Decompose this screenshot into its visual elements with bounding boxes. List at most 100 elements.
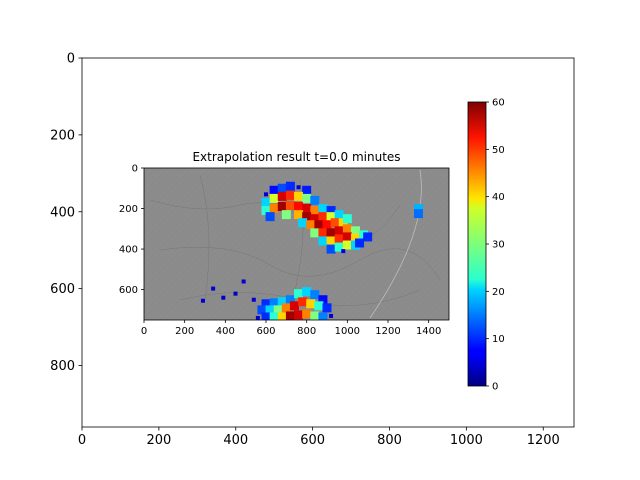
heatmap-cell — [318, 236, 328, 246]
heatmap-cell — [306, 299, 316, 309]
inner-y-tick-label: 600 — [119, 285, 138, 296]
heatmap-cell — [294, 310, 304, 320]
heatmap-cell — [342, 214, 352, 224]
heatmap-cell — [302, 185, 312, 195]
inner-x-tick-label: 1400 — [416, 326, 441, 337]
heatmap-cell — [314, 301, 324, 311]
outer-x-tick-label: 1200 — [527, 433, 560, 448]
heatmap-cell — [302, 287, 312, 297]
heatmap-cell — [257, 305, 267, 315]
inner-y-tick-label: 200 — [119, 204, 138, 215]
heatmap-cell — [289, 301, 299, 311]
heatmap-cell — [310, 228, 320, 238]
heatmap-cell — [211, 286, 216, 291]
colorbar-tick-label: 30 — [492, 240, 505, 251]
heatmap-cell — [318, 312, 328, 320]
heatmap-cell — [330, 218, 340, 228]
heatmap-cell — [334, 234, 344, 244]
inner-x-tick-label: 1200 — [375, 326, 400, 337]
inner-x-tick-label: 0 — [141, 326, 147, 337]
colorbar-tick-label: 60 — [492, 98, 505, 109]
heatmap-cell — [414, 209, 423, 219]
heatmap-cell — [318, 212, 328, 222]
heatmap-cell — [326, 244, 336, 254]
inner-x-ticks: 0 200 400 600 800 1000 1200 1400 — [141, 320, 441, 337]
outer-y-tick-label: 200 — [50, 128, 75, 143]
heatmap-cell — [269, 298, 279, 308]
colorbar-tick-label: 10 — [492, 334, 505, 345]
outer-x-tick-label: 400 — [223, 433, 248, 448]
heatmap-cell — [326, 212, 336, 222]
heatmap-cell — [322, 220, 332, 230]
heatmap-cell — [334, 210, 344, 220]
heatmap-cell — [294, 289, 304, 299]
heatmap-cell — [310, 206, 320, 216]
heatmap-cell — [326, 236, 336, 246]
heatmap-cell — [269, 185, 279, 195]
heatmap-cell — [285, 295, 295, 305]
heatmap-cell — [302, 309, 312, 319]
outer-x-ticks: 0 200 400 600 800 1000 1200 — [78, 427, 560, 448]
heatmap-cell — [277, 312, 287, 320]
heatmap-cells — [200, 181, 423, 320]
heatmap-cell — [302, 204, 312, 214]
outer-y-tick-label: 400 — [50, 205, 75, 220]
heatmap-cell — [350, 233, 360, 243]
heatmap-cell — [277, 297, 287, 307]
heatmap-cell — [269, 204, 279, 214]
heatmap-cell — [314, 220, 324, 230]
heatmap-cell — [269, 193, 279, 203]
heatmap-cell — [329, 313, 334, 318]
outer-x-tick-label: 0 — [78, 433, 86, 448]
heatmap-cell — [285, 200, 295, 210]
outer-x-tick-label: 600 — [300, 433, 325, 448]
heatmap-cell — [296, 185, 301, 190]
heatmap-cell — [261, 206, 271, 216]
heatmap-cell — [269, 312, 279, 320]
heatmap-cell — [273, 305, 283, 315]
inner-x-tick-label: 600 — [256, 326, 275, 337]
inner-y-ticks: 0 200 400 600 — [119, 164, 144, 296]
heatmap-cell — [342, 232, 352, 242]
heatmap-cell — [302, 193, 312, 203]
heatmap-cell — [318, 295, 328, 305]
heatmap-cell — [334, 226, 344, 236]
inner-x-tick-label: 800 — [297, 326, 316, 337]
inner-y-tick-label: 0 — [132, 164, 138, 175]
colorbar — [467, 101, 487, 387]
heatmap-cell — [277, 202, 287, 212]
outer-x-tick-label: 800 — [377, 433, 402, 448]
heatmap-cell — [363, 232, 373, 242]
outer-y-ticks: 0 200 400 600 800 — [50, 52, 82, 374]
outer-x-tick-label: 200 — [146, 433, 171, 448]
heatmap-cell — [294, 202, 304, 212]
heatmap-cell — [233, 291, 238, 296]
inner-x-tick-label: 200 — [175, 326, 194, 337]
inner-y-tick-label: 400 — [119, 245, 138, 256]
colorbar-tick-label: 50 — [492, 145, 505, 156]
outer-y-tick-label: 0 — [67, 52, 75, 67]
heatmap-cell — [261, 299, 271, 309]
heatmap-cell — [310, 214, 320, 224]
colorbar-tick-label: 40 — [492, 192, 505, 203]
outer-y-tick-label: 800 — [50, 359, 75, 374]
outer-y-tick-label: 600 — [50, 282, 75, 297]
heatmap-cell — [414, 204, 423, 214]
heatmap-cell — [221, 295, 226, 300]
heatmap-cell — [310, 311, 320, 320]
heatmap-cell — [326, 206, 336, 216]
heatmap-cell — [322, 303, 332, 313]
inner-x-tick-label: 1000 — [335, 326, 360, 337]
heatmap-cell — [285, 311, 295, 320]
chart-title: Extrapolation result t=0.0 minutes — [192, 150, 400, 164]
heatmap-cell — [310, 195, 320, 205]
heatmap-cell — [285, 190, 295, 200]
heatmap-cell — [261, 197, 271, 207]
heatmap-cell — [251, 297, 256, 302]
heatmap-cell — [255, 315, 260, 320]
heatmap-cell — [265, 212, 275, 222]
heatmap-cell — [326, 228, 336, 238]
colorbar-tick-label: 20 — [492, 287, 505, 298]
heatmap-cell — [342, 224, 352, 234]
